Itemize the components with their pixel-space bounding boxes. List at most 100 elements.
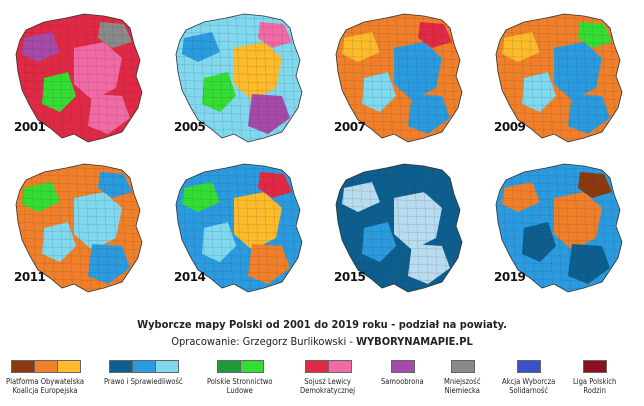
region-patch	[362, 222, 396, 262]
poland-map	[15, 13, 143, 143]
legend-item: Samoobrona	[381, 360, 424, 386]
legend-label: Liga Polskich Rodzin	[573, 377, 617, 395]
region-patch	[98, 22, 132, 48]
legend-swatches	[207, 360, 273, 373]
map-panel-2001: 2001	[4, 8, 154, 148]
legend-swatch	[216, 360, 241, 373]
region-patch	[22, 32, 60, 62]
region-patch	[22, 182, 60, 212]
legend-swatch	[108, 360, 133, 373]
map-border	[495, 163, 623, 293]
region-patch	[88, 244, 130, 284]
figure-title: Wyborcze mapy Polski od 2001 do 2019 rok…	[137, 318, 507, 331]
legend-swatch	[390, 360, 415, 373]
legend-swatch	[583, 360, 608, 373]
poland-map	[495, 163, 623, 293]
region-patch	[568, 94, 610, 134]
region-patch	[258, 22, 292, 48]
legend-label: Sojusz Lewicy Demokratycznej	[300, 377, 356, 395]
legend-swatches	[104, 360, 183, 373]
region-patch	[202, 72, 236, 112]
legend-swatch	[10, 360, 35, 373]
legend-swatch	[33, 360, 58, 373]
region-patch	[248, 94, 290, 134]
legend-item: Mniejszość Niemiecka	[444, 360, 480, 395]
legend-item: Prawo i Sprawiedliwość	[104, 360, 183, 386]
poland-map	[15, 163, 143, 293]
legend-swatch	[239, 360, 264, 373]
region-patch	[418, 172, 452, 198]
region-patch	[568, 244, 610, 284]
legend-item: Platforma Obywatelska Koalicja Europejska	[6, 360, 84, 395]
year-label: 2009	[494, 120, 526, 134]
region-patch	[578, 172, 612, 198]
legend-swatches	[444, 360, 480, 373]
region-patch	[42, 222, 76, 262]
legend-swatch	[304, 360, 329, 373]
legend-label: Akcja Wyborcza Solidarność	[502, 377, 556, 395]
legend-label: Samoobrona	[381, 377, 424, 386]
map-panel-2009: 2009	[484, 8, 634, 148]
maps-grid: 2001 2005 2007 2009 2011 2014 2015 2019	[4, 8, 634, 298]
poland-map	[175, 163, 303, 293]
legend-label: Prawo i Sprawiedliwość	[104, 377, 183, 386]
legend-swatch	[450, 360, 475, 373]
region-patch	[182, 182, 220, 212]
region-patch	[202, 222, 236, 262]
year-label: 2015	[334, 270, 366, 284]
region-patch	[522, 72, 556, 112]
region-patch	[554, 192, 602, 250]
region-patch	[522, 222, 556, 262]
region-patch	[258, 172, 292, 198]
legend-item: Sojusz Lewicy Demokratycznej	[300, 360, 355, 395]
map-border	[495, 13, 623, 143]
region-patch	[182, 32, 220, 62]
legend-swatch	[154, 360, 179, 373]
legend-swatches	[381, 360, 424, 373]
region-patch	[98, 172, 132, 198]
map-panel-2019: 2019	[484, 158, 634, 298]
region-patch	[578, 22, 612, 48]
region-patch	[502, 182, 540, 212]
legend-label: Platforma Obywatelska Koalicja Europejska	[6, 377, 85, 395]
poland-map	[335, 13, 463, 143]
legend-item: Liga Polskich Rodzin	[573, 360, 616, 395]
legend: Platforma Obywatelska Koalicja Europejska…	[0, 360, 644, 406]
legend-item: Akcja Wyborcza Solidarność	[502, 360, 555, 395]
year-label: 2005	[174, 120, 206, 134]
map-border	[175, 163, 303, 293]
region-patch	[554, 42, 602, 100]
figure-credit: Opracowanie: Grzegorz Burlikowski - WYBO…	[0, 335, 644, 348]
legend-label: Mniejszość Niemiecka	[444, 377, 481, 395]
map-panel-2011: 2011	[4, 158, 154, 298]
region-patch	[408, 94, 450, 134]
legend-swatches	[6, 360, 84, 373]
map-panel-2015: 2015	[324, 158, 474, 298]
legend-label: Polskie Stronnictwo Ludowe	[207, 377, 273, 395]
credit-site: WYBORYNAMAPIE.PL	[356, 335, 473, 348]
map-panel-2005: 2005	[164, 8, 314, 148]
legend-item: Polskie Stronnictwo Ludowe	[207, 360, 273, 395]
poland-map	[495, 13, 623, 143]
region-patch	[394, 192, 442, 250]
year-label: 2001	[14, 120, 46, 134]
year-label: 2014	[174, 270, 206, 284]
legend-swatches	[300, 360, 355, 373]
region-patch	[234, 42, 282, 100]
region-patch	[74, 42, 122, 100]
region-patch	[502, 32, 540, 62]
poland-map	[335, 163, 463, 293]
legend-swatch	[517, 360, 542, 373]
map-border	[15, 13, 143, 143]
year-label: 2019	[494, 270, 526, 284]
map-border	[175, 13, 303, 143]
region-patch	[394, 42, 442, 100]
region-patch	[408, 244, 450, 284]
poland-map	[175, 13, 303, 143]
map-panel-2014: 2014	[164, 158, 314, 298]
region-patch	[74, 192, 122, 250]
region-patch	[362, 72, 396, 112]
region-patch	[88, 94, 130, 134]
legend-swatches	[573, 360, 616, 373]
region-patch	[234, 192, 282, 250]
